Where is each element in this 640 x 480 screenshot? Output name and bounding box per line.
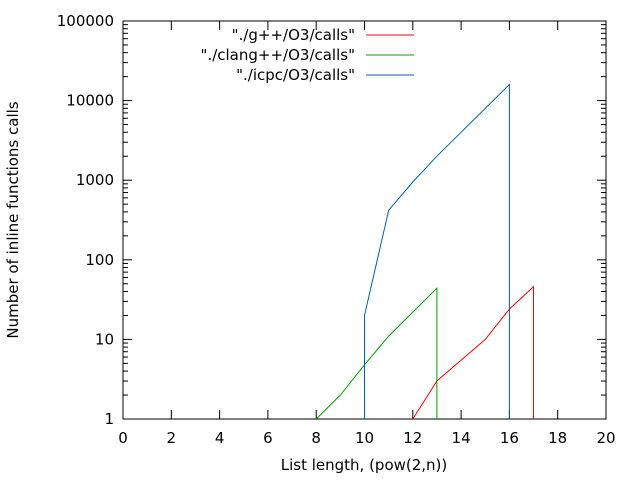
x-tick-label: 0 [118,429,128,447]
x-axis-label: List length, (pow(2,n)) [281,456,448,474]
y-axis-ticks: 1 10 100 1000 10000 100000 [57,12,606,428]
legend-label-0: "./g++/O3/calls" [232,26,355,44]
y-axis-label: Number of inline functions calls [4,101,22,338]
y-tick-label: 100000 [57,12,114,30]
x-tick-label: 8 [311,429,321,447]
y-tick-label: 100 [85,251,114,269]
y-tick-label: 1 [104,410,114,428]
legend-label-2: "./icpc/O3/calls" [236,66,355,84]
legend: "./g++/O3/calls" "./clang++/O3/calls" "./i… [201,26,414,84]
x-tick-label: 14 [452,429,471,447]
y-tick-label: 10 [95,330,114,348]
series-line-2 [364,83,510,419]
y-tick-label: 1000 [76,171,114,189]
series-lines [315,83,534,420]
x-tick-label: 12 [403,429,422,447]
x-tick-label: 10 [355,429,374,447]
x-tick-label: 2 [167,429,177,447]
x-tick-label: 18 [548,429,567,447]
x-tick-label: 16 [500,429,519,447]
y-tick-label: 10000 [66,92,114,110]
series-line-1 [315,286,438,420]
x-axis-ticks: 0 2 4 6 8 10 12 14 16 18 20 [118,21,616,447]
x-tick-label: 6 [263,429,273,447]
x-tick-label: 4 [215,429,225,447]
legend-label-1: "./clang++/O3/calls" [201,46,355,64]
series-line-0 [412,285,534,420]
x-tick-label: 20 [596,429,615,447]
